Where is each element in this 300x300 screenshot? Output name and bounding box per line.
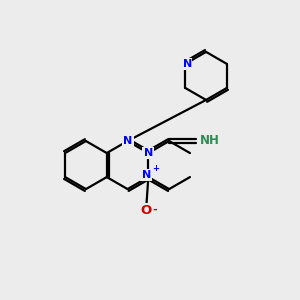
Text: -: - (153, 205, 157, 215)
Text: N: N (183, 59, 192, 69)
Text: NH: NH (200, 134, 219, 147)
Text: N: N (123, 136, 132, 146)
Text: N: N (142, 170, 151, 180)
Text: +: + (152, 164, 159, 173)
Text: N: N (144, 148, 153, 158)
Text: O: O (141, 203, 152, 217)
